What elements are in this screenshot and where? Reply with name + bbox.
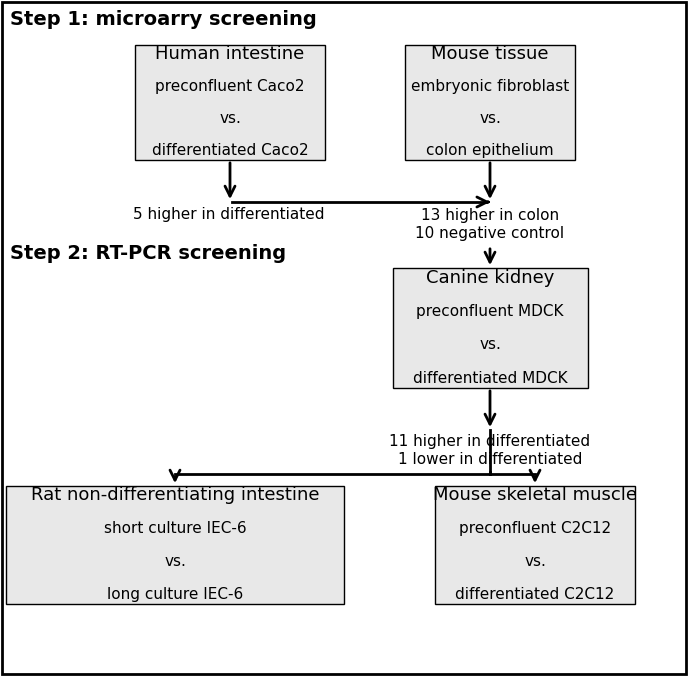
- Text: preconfluent C2C12: preconfluent C2C12: [459, 521, 611, 536]
- Text: 13 higher in colon: 13 higher in colon: [421, 208, 559, 223]
- Text: vs.: vs.: [479, 111, 501, 126]
- Text: vs.: vs.: [219, 111, 241, 126]
- FancyBboxPatch shape: [6, 486, 344, 604]
- Text: colon epithelium: colon epithelium: [426, 143, 554, 158]
- Text: embryonic fibroblast: embryonic fibroblast: [411, 79, 569, 94]
- Text: long culture IEC-6: long culture IEC-6: [107, 587, 243, 602]
- Text: vs.: vs.: [164, 554, 186, 569]
- Text: differentiated Caco2: differentiated Caco2: [151, 143, 308, 158]
- Text: Rat non-differentiating intestine: Rat non-differentiating intestine: [31, 487, 319, 504]
- Text: short culture IEC-6: short culture IEC-6: [104, 521, 246, 536]
- Text: preconfluent Caco2: preconfluent Caco2: [155, 79, 305, 94]
- Text: preconfluent MDCK: preconfluent MDCK: [416, 304, 563, 318]
- Text: Step 2: RT-PCR screening: Step 2: RT-PCR screening: [10, 244, 286, 263]
- FancyBboxPatch shape: [435, 486, 635, 604]
- FancyBboxPatch shape: [135, 45, 325, 160]
- Text: differentiated C2C12: differentiated C2C12: [455, 587, 614, 602]
- Text: vs.: vs.: [524, 554, 546, 569]
- FancyBboxPatch shape: [405, 45, 575, 160]
- Text: differentiated MDCK: differentiated MDCK: [413, 371, 568, 386]
- Text: 1 lower in differentiated: 1 lower in differentiated: [398, 452, 582, 467]
- Text: 10 negative control: 10 negative control: [416, 226, 565, 241]
- Text: Step 1: microarry screening: Step 1: microarry screening: [10, 10, 316, 29]
- Text: Human intestine: Human intestine: [155, 45, 305, 63]
- FancyBboxPatch shape: [392, 268, 588, 388]
- Text: Mouse skeletal muscle: Mouse skeletal muscle: [433, 487, 637, 504]
- Text: vs.: vs.: [479, 337, 501, 352]
- Text: 5 higher in differentiated: 5 higher in differentiated: [133, 207, 325, 222]
- Text: Canine kidney: Canine kidney: [426, 268, 555, 287]
- Text: Mouse tissue: Mouse tissue: [431, 45, 549, 63]
- Text: 11 higher in differentiated: 11 higher in differentiated: [389, 434, 590, 449]
